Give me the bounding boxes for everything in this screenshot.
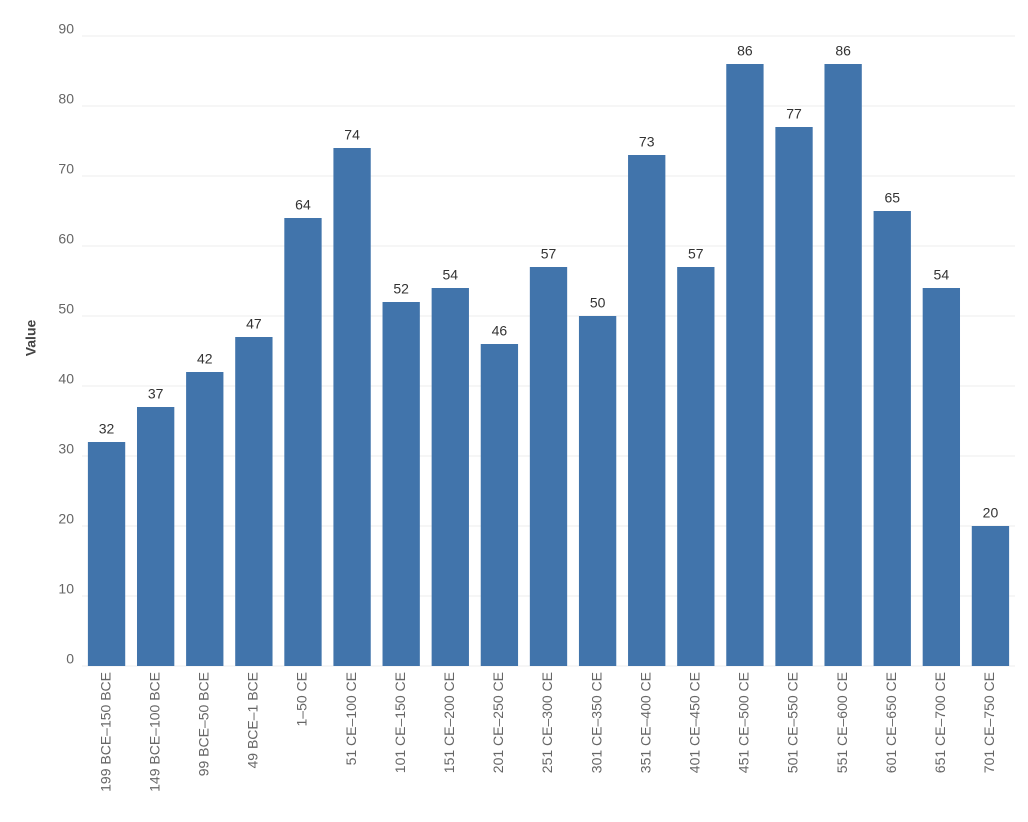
bar	[529, 267, 568, 666]
value-label: 74	[344, 127, 360, 143]
x-tick-label: 51 CE–100 CE	[343, 672, 359, 765]
y-tick-label: 40	[58, 371, 74, 387]
x-tick-label: 149 BCE–100 BCE	[146, 672, 162, 792]
value-label: 42	[197, 351, 213, 367]
value-label: 46	[492, 323, 508, 339]
y-tick-label: 20	[58, 511, 74, 527]
value-label: 57	[688, 246, 704, 262]
value-label: 57	[541, 246, 557, 262]
bar	[284, 218, 322, 666]
x-tick-label: 1–50 CE	[294, 672, 310, 726]
y-tick-label: 80	[58, 91, 74, 107]
y-tick-label: 90	[58, 21, 74, 37]
bar	[824, 64, 862, 666]
value-label: 65	[884, 190, 900, 206]
y-tick-label: 30	[58, 441, 74, 457]
bar	[431, 288, 469, 666]
bar	[87, 442, 126, 666]
x-tick-label: 301 CE–350 CE	[588, 672, 604, 773]
bar	[775, 127, 813, 666]
bar	[971, 526, 1010, 666]
y-tick-label: 60	[58, 231, 74, 247]
y-tick-label: 0	[66, 651, 74, 667]
bar	[235, 337, 273, 666]
x-tick-label: 701 CE–750 CE	[981, 672, 997, 773]
x-tick-label: 451 CE–500 CE	[736, 672, 752, 773]
bar	[382, 302, 420, 666]
bar	[480, 344, 519, 666]
value-label: 20	[983, 505, 999, 521]
value-label: 54	[443, 267, 459, 283]
x-tick-label: 101 CE–150 CE	[392, 672, 408, 773]
x-tick-label: 251 CE–300 CE	[539, 672, 555, 773]
y-tick-label: 50	[58, 301, 74, 317]
value-label: 52	[393, 281, 409, 297]
value-label: 64	[295, 197, 311, 213]
value-label: 47	[246, 316, 262, 332]
value-label: 37	[148, 386, 164, 402]
y-axis-label: Value	[23, 320, 39, 357]
x-tick-label: 401 CE–450 CE	[687, 672, 703, 773]
value-label: 73	[639, 134, 655, 150]
x-tick-label: 151 CE–200 CE	[441, 672, 457, 773]
y-tick-label: 10	[58, 581, 74, 597]
x-tick-label: 201 CE–250 CE	[490, 672, 506, 773]
bar	[873, 211, 911, 666]
x-tick-label: 49 BCE–1 BCE	[245, 672, 261, 769]
value-label: 77	[786, 106, 802, 122]
value-label: 50	[590, 295, 606, 311]
y-tick-label: 70	[58, 161, 74, 177]
x-tick-label: 651 CE–700 CE	[932, 672, 948, 773]
bar	[677, 267, 715, 666]
bar	[186, 372, 224, 666]
x-tick-label: 351 CE–400 CE	[637, 672, 653, 773]
bar	[136, 407, 175, 666]
bar	[333, 148, 371, 666]
value-label: 54	[934, 267, 950, 283]
bar	[578, 316, 617, 666]
value-label: 86	[835, 43, 851, 59]
x-tick-label: 199 BCE–150 BCE	[97, 672, 113, 792]
bar	[726, 64, 764, 666]
bar	[922, 288, 961, 666]
x-tick-label: 551 CE–600 CE	[834, 672, 850, 773]
value-label: 86	[737, 43, 753, 59]
bar	[628, 155, 666, 666]
x-tick-label: 601 CE–650 CE	[883, 672, 899, 773]
x-tick-label: 501 CE–550 CE	[785, 672, 801, 773]
value-label: 32	[99, 421, 115, 437]
x-tick-label: 99 BCE–50 BCE	[195, 672, 211, 776]
